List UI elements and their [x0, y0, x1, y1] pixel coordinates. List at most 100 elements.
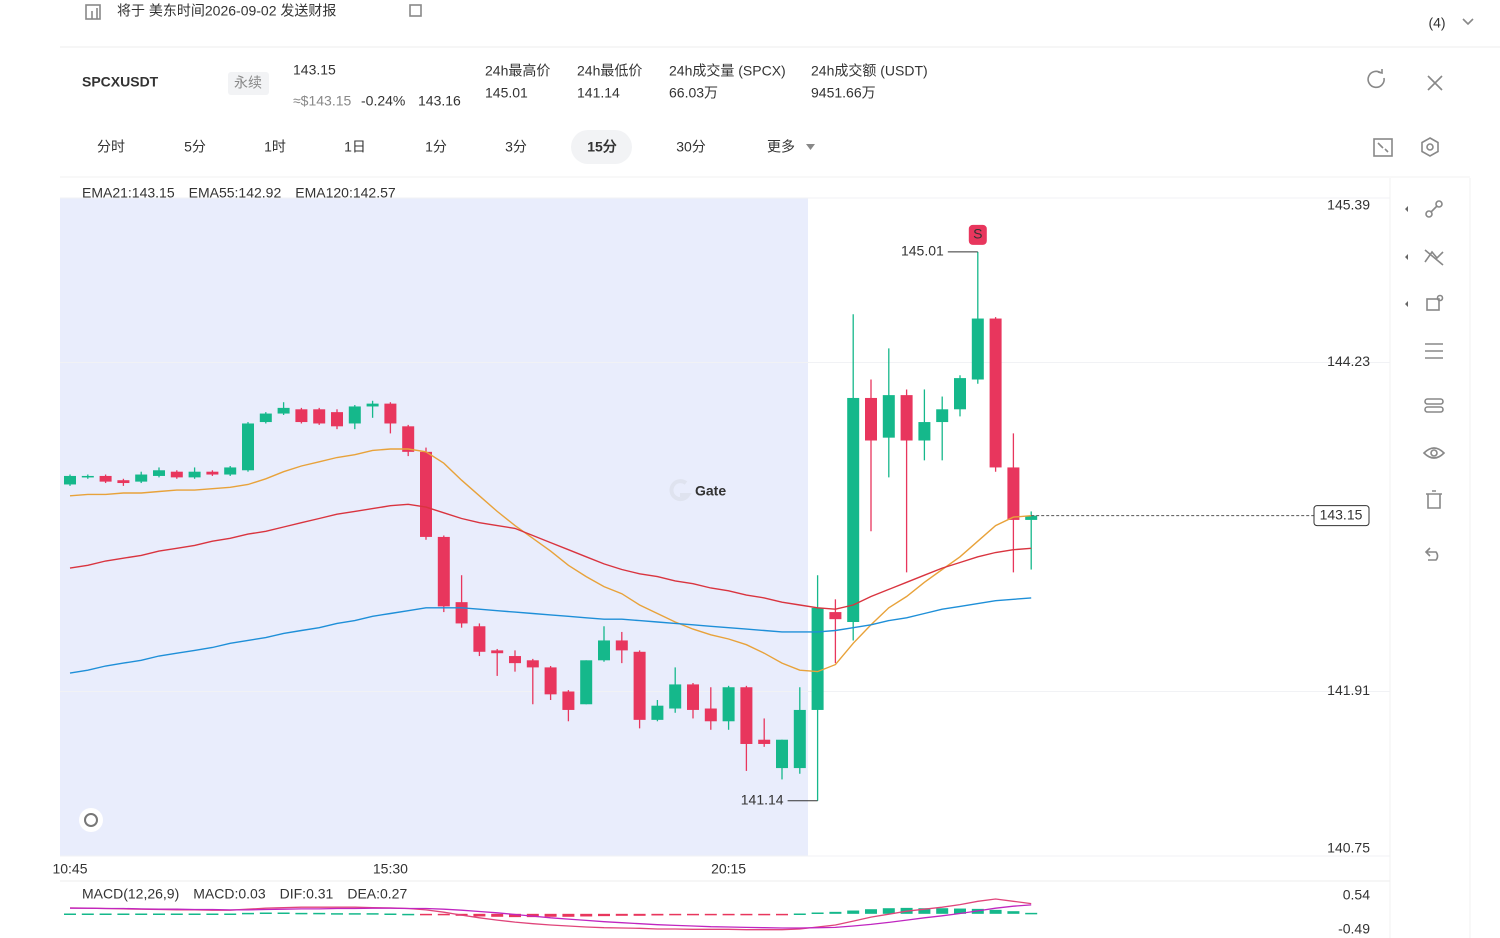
macd-bar	[420, 913, 432, 916]
macd-title: MACD(12,26,9)	[82, 886, 179, 902]
candle-body	[954, 378, 966, 410]
timeframe-tab[interactable]: 1时	[264, 139, 286, 155]
legend-entry: MACD:0.03	[193, 886, 266, 902]
shape-tool[interactable]	[1426, 294, 1444, 311]
macd-bar	[99, 913, 112, 915]
macd-bar	[687, 913, 699, 916]
timeframe-tab[interactable]: 15分	[587, 139, 617, 155]
candle-body	[971, 318, 984, 380]
stat-label: 24h最低价	[577, 63, 642, 79]
candle-body	[598, 640, 610, 661]
macd-bar	[509, 913, 521, 918]
watermark: Gate	[695, 483, 726, 499]
macd-bar	[277, 912, 290, 915]
macd-bar	[722, 913, 735, 916]
candle-body	[242, 423, 254, 471]
legend-entry: EMA120:142.57	[295, 185, 396, 201]
macd-line	[70, 904, 1032, 929]
candle-body	[259, 413, 272, 423]
macd-bar	[170, 913, 183, 915]
y-tick-label: -0.49	[1338, 921, 1370, 937]
macd-bar	[384, 913, 397, 915]
timeframe-tab[interactable]: 1日	[344, 139, 366, 155]
stat-value: 66.03万	[669, 85, 718, 101]
candle-body	[170, 471, 183, 478]
change: -0.24%	[361, 93, 405, 109]
signal-badge	[968, 224, 987, 245]
stat-label: 24h成交量 (SPCX)	[669, 63, 786, 79]
fullscreen-icon[interactable]	[1373, 138, 1393, 157]
settings-icon[interactable]	[1421, 137, 1439, 157]
macd-bar	[811, 912, 824, 915]
candle-body	[740, 687, 753, 744]
macd-bar	[954, 908, 966, 914]
candle-body	[918, 422, 931, 441]
macd-bar	[651, 913, 664, 916]
timeframe-tab[interactable]: 30分	[676, 139, 706, 155]
macd-bar	[1007, 911, 1020, 914]
candle-body	[758, 739, 771, 744]
delete-tool[interactable]	[1426, 490, 1442, 509]
stat-value: 145.01	[485, 85, 528, 101]
candle-body	[420, 451, 432, 537]
macd-bar	[188, 913, 201, 915]
macd-bar	[882, 908, 895, 914]
y-tick-label: 140.75	[1327, 840, 1370, 856]
notice: 将于 美东时间2026-09-02 发送财报	[117, 3, 336, 19]
drawing-toolbar	[1405, 200, 1446, 561]
x-tick-label: 20:15	[711, 861, 746, 877]
x-tick-label: 10:45	[52, 861, 87, 877]
replay-icon[interactable]	[79, 808, 103, 832]
timeframe-tab[interactable]: 3分	[505, 139, 527, 155]
legend-entry: EMA21:143.15	[82, 185, 175, 201]
macd-bar	[366, 913, 379, 915]
macd-bar	[64, 913, 76, 915]
macd-bar	[491, 913, 504, 917]
macd-bar	[544, 913, 557, 917]
expand-icon[interactable]	[1462, 18, 1474, 26]
timeframe-tab[interactable]: 更多	[767, 139, 795, 155]
refresh-icon[interactable]	[1367, 69, 1385, 89]
macd-bar	[206, 913, 219, 915]
more-arrow[interactable]	[806, 144, 815, 150]
y-tick-label: 141.91	[1327, 682, 1370, 698]
macd-bar	[562, 913, 575, 917]
legend-entry: DEA:0.27	[347, 886, 407, 902]
mark-price: 143.16	[418, 93, 461, 109]
candle-body	[153, 470, 165, 476]
stat-label: 24h成交额 (USDT)	[811, 63, 928, 79]
candle-body	[865, 397, 877, 441]
macd-bar	[776, 913, 788, 916]
contract: 永续	[234, 75, 262, 91]
stat-value: 9451.66万	[811, 85, 876, 101]
timeframe-tab[interactable]: 1分	[425, 139, 447, 155]
indicator-tool[interactable]	[1425, 343, 1443, 359]
candle-body	[295, 409, 308, 423]
close-icon[interactable]	[1427, 75, 1443, 91]
candle-body	[206, 471, 219, 475]
stat-label: 24h最高价	[485, 63, 550, 79]
candle-body	[402, 426, 415, 452]
notice-count[interactable]: (4)	[1428, 15, 1445, 31]
timeframe-tab[interactable]: 5分	[184, 139, 206, 155]
line-tool[interactable]	[1425, 200, 1443, 218]
x-tick-label: 15:30	[373, 861, 408, 877]
ema-line	[69, 597, 1032, 674]
macd-bar	[402, 913, 415, 916]
layout-tool[interactable]	[1424, 398, 1444, 413]
candle-body	[651, 705, 664, 720]
candle-body	[989, 318, 1002, 468]
macd-bar	[153, 913, 165, 915]
last-price-label: 143.15	[1320, 506, 1363, 522]
trend-tool[interactable]	[1424, 249, 1444, 266]
visibility-tool[interactable]	[1422, 447, 1446, 459]
timeframe-tab[interactable]: 分时	[97, 139, 125, 155]
macd-bar	[242, 912, 254, 915]
macd-bar	[847, 910, 860, 914]
candle-body	[384, 403, 397, 424]
macd-bar	[81, 913, 94, 915]
y-tick-label: 144.23	[1327, 353, 1370, 369]
undo-tool[interactable]	[1424, 547, 1439, 561]
